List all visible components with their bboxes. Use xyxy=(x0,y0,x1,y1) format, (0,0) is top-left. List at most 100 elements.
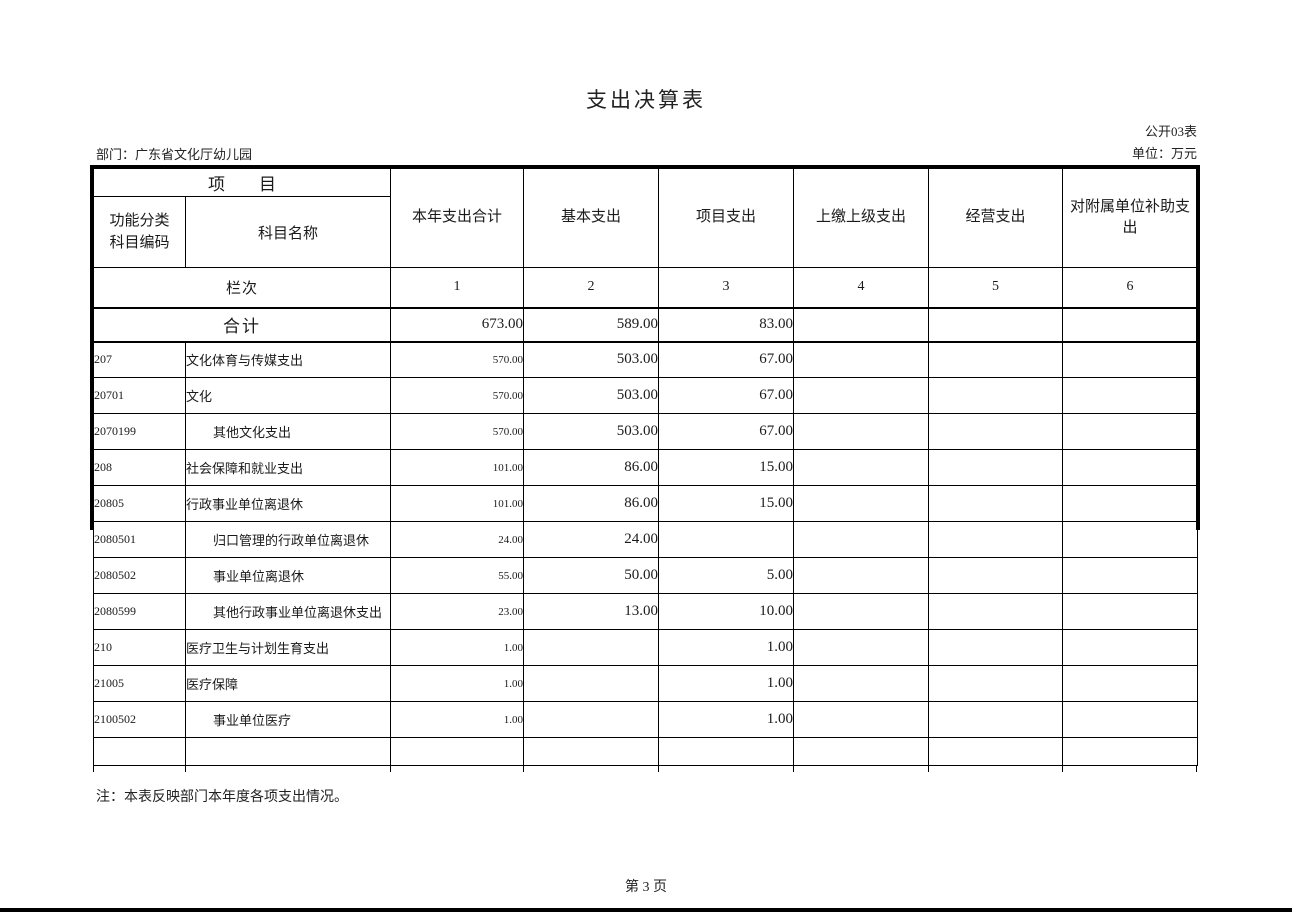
header-name-column: 科目名称 xyxy=(185,196,391,268)
row-project-value: 15.00 xyxy=(658,449,794,486)
total-value xyxy=(793,307,929,343)
table-note: 注：本表反映部门本年度各项支出情况。 xyxy=(96,790,348,805)
row-name: 其他文化支出 xyxy=(185,413,391,450)
table-grid-stub xyxy=(1062,765,1063,772)
row-upturn-value xyxy=(793,449,929,486)
table-grid-stub xyxy=(523,765,524,772)
row-code: 2100502 xyxy=(93,701,186,738)
row-project-value: 1.00 xyxy=(658,629,794,666)
table-grid-stub xyxy=(185,765,186,772)
total-value xyxy=(1062,307,1198,343)
row-project-value: 67.00 xyxy=(658,341,794,378)
unit-label: 单位：万元 xyxy=(1131,146,1197,161)
row-operating-value xyxy=(928,593,1063,630)
table-row: 2100502 事业单位医疗 1.00 1.00 xyxy=(93,701,1198,738)
header-col-basic: 基本支出 xyxy=(523,167,659,268)
row-total-value: 101.00 xyxy=(390,449,524,486)
row-basic-value: 86.00 xyxy=(523,485,659,522)
row-basic-value: 503.00 xyxy=(523,341,659,378)
row-code: 2080599 xyxy=(93,593,186,630)
department-label: 部门：广东省文化厅幼儿园 xyxy=(96,147,253,162)
total-row-label: 合计 xyxy=(93,307,391,343)
expenditure-table-wrap: 项 目 本年支出合计 基本支出 项目支出 上缴上级支出 经营支出 对附属单位补助… xyxy=(90,165,1200,772)
row-upturn-value xyxy=(793,485,929,522)
row-basic-value: 503.00 xyxy=(523,377,659,414)
table-grid-stub xyxy=(793,765,794,772)
row-operating-value xyxy=(928,341,1063,378)
row-subsidy-value xyxy=(1062,593,1198,630)
row-total-value: 570.00 xyxy=(390,341,524,378)
page-title: 支出决算表 xyxy=(586,88,706,112)
table-row: 20805 行政事业单位离退休 101.00 86.00 15.00 xyxy=(93,485,1198,522)
row-upturn-value xyxy=(793,413,929,450)
row-operating-value xyxy=(928,413,1063,450)
expenditure-table: 项 目 本年支出合计 基本支出 项目支出 上缴上级支出 经营支出 对附属单位补助… xyxy=(93,167,1198,766)
row-operating-value xyxy=(928,557,1063,594)
row-code: 21005 xyxy=(93,665,186,702)
empty-cell xyxy=(93,737,186,766)
table-grid-stub xyxy=(1196,765,1197,772)
row-total-value: 1.00 xyxy=(390,629,524,666)
row-operating-value xyxy=(928,521,1063,558)
page-number: 第 3 页 xyxy=(625,880,667,895)
row-operating-value xyxy=(928,665,1063,702)
row-code: 210 xyxy=(93,629,186,666)
row-upturn-value xyxy=(793,521,929,558)
row-upturn-value xyxy=(793,377,929,414)
row-name: 医疗卫生与计划生育支出 xyxy=(185,629,391,666)
row-basic-value: 50.00 xyxy=(523,557,659,594)
header-col-operating: 经营支出 xyxy=(928,167,1063,268)
total-value xyxy=(928,307,1063,343)
row-name: 社会保障和就业支出 xyxy=(185,449,391,486)
row-name: 行政事业单位离退休 xyxy=(185,485,391,522)
index-number: 5 xyxy=(928,267,1063,309)
row-upturn-value xyxy=(793,629,929,666)
table-meta: 公开03表 单位：万元 xyxy=(1132,121,1197,165)
page-bottom-separator xyxy=(0,908,1292,912)
row-project-value: 10.00 xyxy=(658,593,794,630)
row-operating-value xyxy=(928,701,1063,738)
row-operating-value xyxy=(928,449,1063,486)
row-subsidy-value xyxy=(1062,377,1198,414)
empty-cell xyxy=(658,737,794,766)
row-basic-value: 86.00 xyxy=(523,449,659,486)
row-upturn-value xyxy=(793,341,929,378)
row-basic-value xyxy=(523,701,659,738)
table-grid-stub xyxy=(658,765,659,772)
row-code: 2080501 xyxy=(93,521,186,558)
index-number: 3 xyxy=(658,267,794,309)
row-subsidy-value xyxy=(1062,701,1198,738)
row-name: 医疗保障 xyxy=(185,665,391,702)
row-code: 2070199 xyxy=(93,413,186,450)
row-subsidy-value xyxy=(1062,341,1198,378)
row-total-value: 570.00 xyxy=(390,377,524,414)
row-total-value: 24.00 xyxy=(390,521,524,558)
row-code: 2080502 xyxy=(93,557,186,594)
table-row: 208 社会保障和就业支出 101.00 86.00 15.00 xyxy=(93,449,1198,486)
table-grid-stub xyxy=(93,765,94,772)
row-subsidy-value xyxy=(1062,485,1198,522)
row-name: 事业单位医疗 xyxy=(185,701,391,738)
column-index-row: 栏次 1 2 3 4 5 6 xyxy=(93,267,1198,309)
index-number: 1 xyxy=(390,267,524,309)
row-subsidy-value xyxy=(1062,557,1198,594)
row-basic-value: 503.00 xyxy=(523,413,659,450)
empty-cell xyxy=(523,737,659,766)
table-row: 20701 文化 570.00 503.00 67.00 xyxy=(93,377,1198,414)
row-name: 事业单位离退休 xyxy=(185,557,391,594)
table-row-empty xyxy=(93,737,1198,766)
row-operating-value xyxy=(928,485,1063,522)
table-grid-stub xyxy=(928,765,929,772)
row-upturn-value xyxy=(793,593,929,630)
row-total-value: 1.00 xyxy=(390,701,524,738)
table-row: 210 医疗卫生与计划生育支出 1.00 1.00 xyxy=(93,629,1198,666)
row-project-value: 1.00 xyxy=(658,701,794,738)
table-row: 2080502 事业单位离退休 55.00 50.00 5.00 xyxy=(93,557,1198,594)
row-subsidy-value xyxy=(1062,521,1198,558)
row-basic-value: 24.00 xyxy=(523,521,659,558)
row-subsidy-value xyxy=(1062,629,1198,666)
row-subsidy-value xyxy=(1062,449,1198,486)
header-project: 项 目 xyxy=(93,167,391,197)
empty-cell xyxy=(1062,737,1198,766)
